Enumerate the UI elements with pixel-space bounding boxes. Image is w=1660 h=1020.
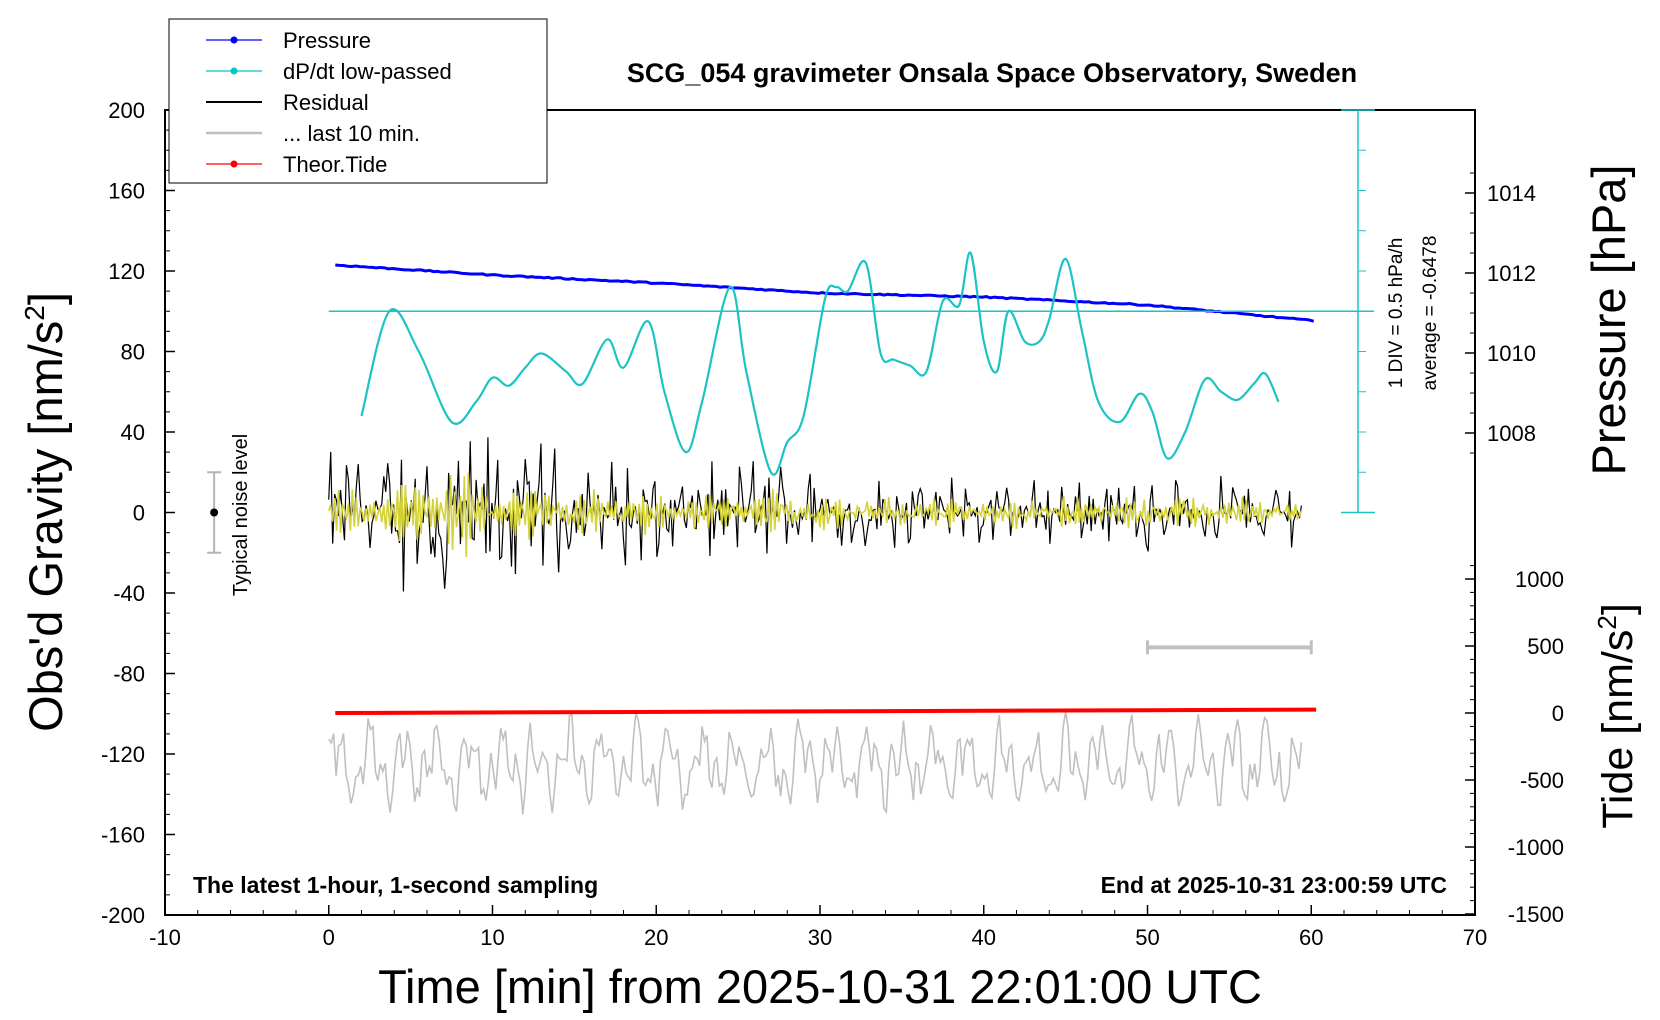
x-ticks: -10 0 10 20 30 40 50 60 70	[149, 905, 1487, 950]
y-tick-label: -120	[101, 742, 145, 767]
legend-label: Theor.Tide	[283, 152, 387, 177]
x-tick-label: 60	[1299, 925, 1323, 950]
pressure-tick-label: 1008	[1487, 421, 1536, 446]
tide-tick-label: 0	[1552, 701, 1564, 726]
last10-line	[328, 711, 1303, 815]
x-tick-label: 10	[480, 925, 504, 950]
tide-tick-label: 1000	[1515, 567, 1564, 592]
filtered-line	[327, 472, 1303, 558]
dpdt-series-group	[328, 109, 1375, 514]
y-tick-label: 0	[133, 501, 145, 526]
chart-decorations-group	[207, 471, 1313, 655]
tide-tick-label: -1000	[1508, 835, 1564, 860]
x-tick-label: 20	[644, 925, 668, 950]
footer-right-text: End at 2025-10-31 23:00:59 UTC	[1101, 872, 1447, 898]
legend-label: Residual	[283, 90, 369, 115]
pressure-series-group	[335, 263, 1315, 323]
residual-line	[328, 437, 1303, 592]
tide-tick-label: 500	[1527, 634, 1564, 659]
footer-left-text: The latest 1-hour, 1-second sampling	[193, 872, 598, 898]
pressure-tick-label: 1010	[1487, 341, 1536, 366]
tide-ticks: 1000 500 0 -500 -1000 -1500	[1465, 565, 1564, 927]
pressure-line	[335, 263, 1315, 323]
residual-series-group	[328, 437, 1303, 592]
y-tick-label: 80	[121, 340, 145, 365]
tide-axis-label-close: ]	[1594, 603, 1642, 615]
y-ticks-left: 200 160 120 80 40 0 -40 -80 -120 -160 -200	[101, 98, 175, 928]
legend-marker	[230, 67, 238, 75]
tide-axis-label-sup: 2	[1592, 615, 1622, 629]
legend-entries: Pressure dP/dt low-passed Residual ... last…	[206, 28, 452, 177]
last10-series-group	[328, 711, 1303, 815]
x-tick-label: 30	[808, 925, 832, 950]
x-axis-label: Time [min] from 2025-10-31 22:01:00 UTC	[378, 960, 1262, 1013]
chart-title: SCG_054 gravimeter Onsala Space Observat…	[627, 58, 1357, 88]
legend-label: ... last 10 min.	[283, 121, 420, 146]
pressure-ticks: 1014 1012 1010 1008	[1465, 172, 1536, 454]
y-axis-label-left-text: Obs'd Gravity [nm/s	[19, 321, 72, 732]
y-tick-label: -80	[113, 662, 145, 687]
dpdt-div-label: 1 DIV = 0.5 hPa/h	[1386, 238, 1407, 389]
dpdt-average-label: average = -0.6478	[1420, 236, 1441, 391]
y-axis-label-left-close: ]	[19, 292, 72, 305]
legend-label: Pressure	[283, 28, 371, 53]
legend-label: dP/dt low-passed	[283, 59, 452, 84]
legend-marker	[230, 36, 238, 44]
y-tick-label: 40	[121, 420, 145, 445]
y-tick-label: 200	[108, 98, 145, 123]
tide-axis-label: Tide [nm/s2]	[1592, 603, 1642, 829]
y-axis-label-left-sup: 2	[19, 305, 50, 321]
x-tick-label: 70	[1463, 925, 1487, 950]
tide-line	[335, 707, 1317, 715]
y-tick-label: 120	[108, 259, 145, 284]
tide-series-group	[335, 707, 1317, 715]
tide-tick-label: -1500	[1508, 902, 1564, 927]
y-tick-label: 160	[108, 179, 145, 204]
pressure-tick-label: 1012	[1487, 261, 1536, 286]
y-tick-label: -40	[113, 581, 145, 606]
pressure-tick-label: 1014	[1487, 181, 1536, 206]
filtered-series-group	[327, 472, 1303, 558]
noise-dot	[210, 508, 219, 517]
tide-tick-label: -500	[1520, 768, 1564, 793]
y-axis-label-left: Obs'd Gravity [nm/s2]	[19, 292, 72, 732]
y-tick-label: -160	[101, 823, 145, 848]
noise-level-label: Typical noise level	[230, 434, 252, 596]
x-tick-label: -10	[149, 925, 181, 950]
legend-marker	[230, 160, 238, 168]
tide-axis-label-text: Tide [nm/s	[1594, 630, 1642, 829]
x-tick-label: 40	[972, 925, 996, 950]
x-tick-label: 50	[1135, 925, 1159, 950]
pressure-axis-label: Pressure [hPa]	[1582, 165, 1635, 476]
x-tick-label: 0	[323, 925, 335, 950]
legend: Pressure dP/dt low-passed Residual ... last…	[168, 18, 548, 184]
dpdt-line	[360, 251, 1280, 476]
y-tick-label: -200	[101, 903, 145, 928]
